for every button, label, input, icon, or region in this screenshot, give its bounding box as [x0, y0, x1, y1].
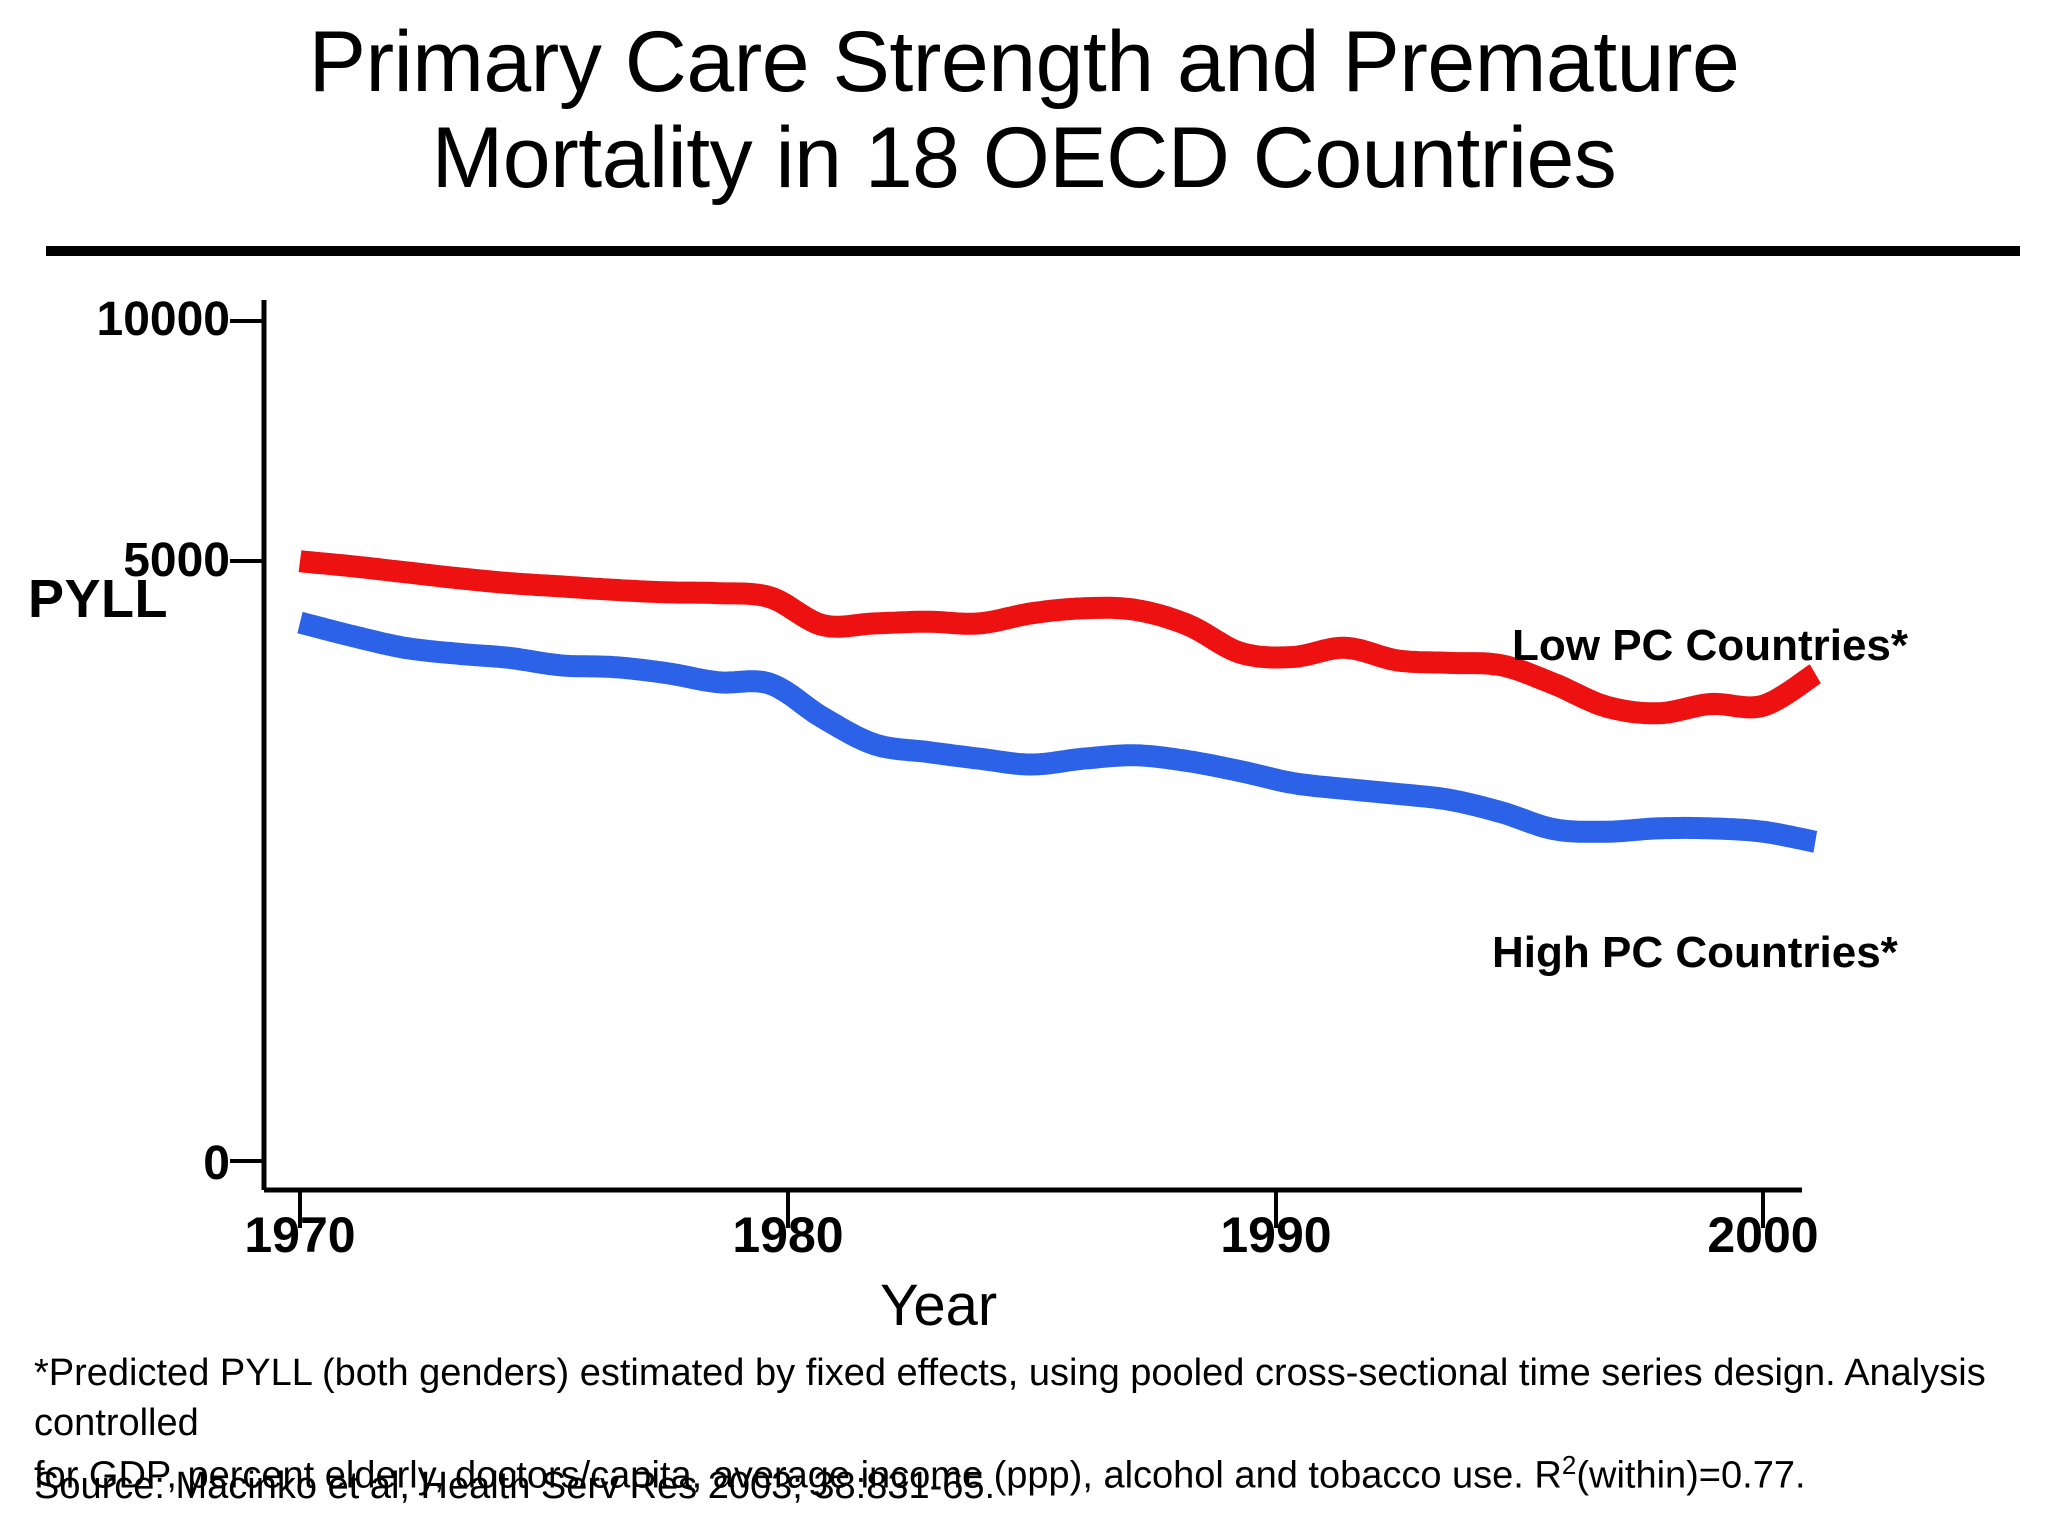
footnote-line-2-tail: (within)=0.77.	[1576, 1454, 1806, 1497]
footnote-line-2: for GDP, percent elderly, doctors/capita…	[34, 1448, 2024, 1501]
series-label-high-pc: High PC Countries*	[1492, 928, 1898, 977]
y-tick-label-5000: 5000	[123, 534, 230, 587]
footnote-line-2-text: for GDP, percent elderly, doctors/capita…	[34, 1454, 1562, 1497]
page-title: Primary Care Strength and Premature Mort…	[308, 14, 1740, 207]
series-line-high-pc	[291, 611, 1826, 853]
x-tick-label-1990: 1990	[1220, 1207, 1332, 1263]
y-axis-title: PYLL	[28, 569, 169, 629]
y-tick-label-10000: 10000	[96, 293, 230, 346]
x-tick-label-1980: 1980	[732, 1207, 844, 1263]
y-tick-label-0: 0	[203, 1137, 230, 1190]
x-tick-label-2000: 2000	[1707, 1207, 1819, 1263]
footnote-block: *Predicted PYLL (both genders) estimated…	[34, 1348, 2024, 1501]
footnote-line-1: *Predicted PYLL (both genders) estimated…	[34, 1352, 1986, 1445]
x-tick-label-1970: 1970	[244, 1207, 356, 1263]
series-line-low-pc	[291, 550, 1826, 725]
source-citation: Source: Macinko et al, Health Serv Res 2…	[34, 1465, 996, 1507]
x-axis-title: Year	[880, 1273, 998, 1338]
series-label-low-pc: Low PC Countries*	[1512, 621, 1909, 670]
footnote-r-squared-exponent: 2	[1561, 1450, 1577, 1481]
title-divider-rule	[46, 246, 2020, 256]
